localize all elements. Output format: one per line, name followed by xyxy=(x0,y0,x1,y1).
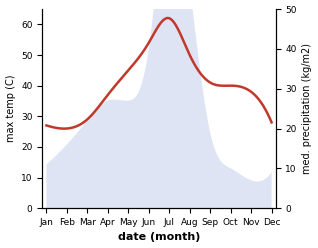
X-axis label: date (month): date (month) xyxy=(118,232,200,243)
Y-axis label: med. precipitation (kg/m2): med. precipitation (kg/m2) xyxy=(302,43,313,174)
Y-axis label: max temp (C): max temp (C) xyxy=(5,75,16,142)
